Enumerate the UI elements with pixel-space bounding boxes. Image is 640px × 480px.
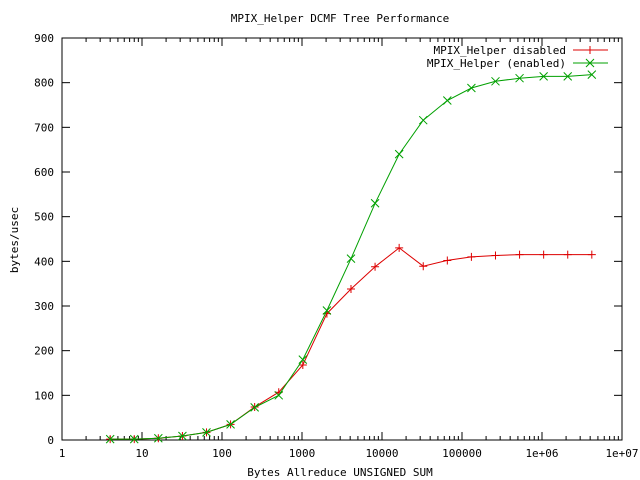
series-line bbox=[110, 247, 592, 440]
y-tick-label: 600 bbox=[34, 166, 54, 179]
data-point bbox=[491, 76, 500, 86]
chart-title: MPIX_Helper DCMF Tree Performance bbox=[231, 12, 450, 25]
data-point bbox=[226, 420, 235, 429]
data-point bbox=[394, 149, 404, 159]
data-point bbox=[153, 433, 163, 443]
data-point bbox=[298, 360, 307, 369]
data-point bbox=[250, 403, 260, 412]
data-point bbox=[515, 73, 524, 83]
data-point bbox=[419, 262, 428, 271]
data-point bbox=[467, 252, 476, 261]
data-point bbox=[346, 285, 355, 294]
data-point bbox=[563, 250, 572, 259]
data-point bbox=[491, 251, 500, 260]
data-point bbox=[322, 306, 332, 315]
series-1 bbox=[106, 243, 596, 444]
y-tick-label: 700 bbox=[34, 121, 54, 134]
y-tick-label: 800 bbox=[34, 77, 54, 90]
x-tick-label: 10000 bbox=[365, 447, 398, 460]
series-2 bbox=[105, 70, 597, 444]
data-point bbox=[202, 428, 211, 437]
y-axis-label: bytes/usec bbox=[8, 207, 21, 273]
x-tick-label: 1e+06 bbox=[525, 447, 558, 460]
y-tick-label: 0 bbox=[47, 434, 54, 447]
y-tick-label: 100 bbox=[34, 389, 54, 402]
data-point bbox=[587, 70, 597, 79]
x-tick-label: 1e+07 bbox=[605, 447, 638, 460]
plot-frame bbox=[61, 37, 623, 441]
y-tick-label: 300 bbox=[34, 300, 54, 313]
data-point bbox=[442, 96, 452, 105]
data-point bbox=[515, 250, 524, 259]
legend-label: MPIX_Helper disabled bbox=[434, 44, 566, 57]
legend-marker bbox=[585, 58, 595, 68]
data-point bbox=[539, 250, 548, 259]
data-point bbox=[467, 83, 476, 93]
data-point bbox=[418, 115, 428, 125]
y-tick-label: 900 bbox=[34, 32, 54, 45]
y-tick-label: 200 bbox=[34, 345, 54, 358]
data-point bbox=[129, 434, 139, 444]
data-point bbox=[395, 243, 404, 252]
y-tick-label: 500 bbox=[34, 211, 54, 224]
x-axis: 1 10 100 1000 10000 100000 1e+06 1e+07 bbox=[59, 38, 639, 460]
y-tick-label: 400 bbox=[34, 255, 54, 268]
legend-marker bbox=[586, 46, 594, 54]
data-point bbox=[298, 355, 308, 364]
data-point bbox=[443, 256, 452, 265]
legend-label: MPIX_Helper (enabled) bbox=[427, 57, 566, 70]
data-point bbox=[371, 262, 380, 271]
data-point bbox=[274, 390, 284, 400]
x-axis-label: Bytes Allreduce UNSIGNED SUM bbox=[247, 466, 433, 479]
data-point bbox=[346, 254, 356, 264]
data-point bbox=[563, 72, 573, 81]
x-tick-label: 1000 bbox=[289, 447, 316, 460]
x-tick-label: 100000 bbox=[442, 447, 482, 460]
x-tick-label: 10 bbox=[135, 447, 148, 460]
data-point bbox=[587, 250, 596, 259]
data-point bbox=[105, 434, 115, 444]
x-tick-label: 1 bbox=[59, 447, 66, 460]
y-axis: 0 100 200 300 400 500 600 700 800 900 bbox=[34, 32, 622, 447]
x-tick-label: 100 bbox=[212, 447, 232, 460]
data-point bbox=[178, 431, 187, 441]
data-point bbox=[539, 72, 549, 81]
series-layer bbox=[105, 70, 597, 444]
data-point bbox=[370, 198, 380, 208]
